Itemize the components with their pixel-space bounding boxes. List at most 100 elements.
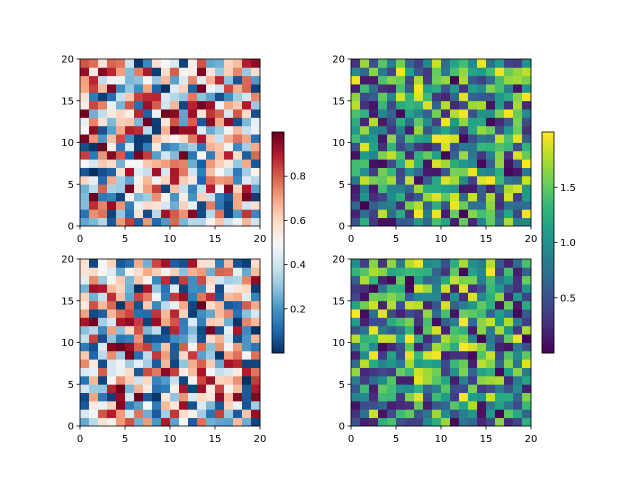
heatmap-cell: [468, 184, 478, 193]
heatmap-cell: [98, 384, 108, 393]
heatmap-cell: [107, 392, 117, 402]
heatmap-cell: [215, 342, 225, 352]
heatmap-cell: [224, 417, 234, 427]
heatmap-cell: [134, 384, 144, 393]
heatmap-cell: [80, 67, 90, 77]
heatmap-cell: [116, 100, 126, 110]
heatmap-cell: [98, 92, 108, 102]
y-tick-label: 5: [339, 180, 345, 191]
heatmap-cell: [423, 109, 433, 118]
heatmap-cell: [477, 384, 487, 393]
heatmap-cell: [197, 59, 207, 68]
heatmap-cell: [351, 67, 361, 77]
heatmap-cell: [215, 167, 225, 177]
heatmap-cell: [224, 159, 234, 168]
heatmap-cell: [405, 117, 415, 127]
heatmap-cell: [80, 350, 90, 360]
colorbar-frame: [271, 131, 285, 354]
heatmap-cell: [152, 59, 162, 68]
heatmap-cell: [98, 367, 108, 377]
heatmap-cell: [215, 184, 225, 193]
colorbar-segment: [272, 248, 284, 252]
colorbar-segment: [542, 148, 554, 152]
heatmap-cell: [387, 309, 397, 318]
heatmap-cell: [179, 284, 189, 293]
heatmap-cell: [251, 75, 261, 85]
heatmap-cell: [80, 292, 90, 302]
heatmap-cell: [125, 75, 135, 85]
heatmap-cell: [423, 100, 433, 110]
heatmap-cell: [513, 259, 523, 268]
heatmap-cell: [116, 75, 126, 85]
heatmap-cell: [125, 300, 135, 310]
heatmap-cell: [215, 400, 225, 410]
colorbar-segment: [542, 173, 554, 177]
heatmap-cell: [495, 200, 505, 210]
heatmap-cell: [378, 134, 388, 143]
heatmap-cell: [179, 359, 189, 368]
heatmap-cell: [134, 275, 144, 285]
heatmap-cell: [441, 300, 451, 310]
heatmap-cell: [459, 150, 469, 160]
heatmap-cell: [161, 417, 171, 427]
heatmap-cell: [441, 400, 451, 410]
heatmap-cell: [224, 125, 234, 135]
heatmap-cell: [107, 92, 117, 102]
heatmap-cell: [143, 192, 153, 202]
heatmap-cell: [152, 367, 162, 377]
heatmap-cell: [495, 67, 505, 77]
heatmap-cell: [179, 159, 189, 168]
heatmap-cell: [143, 167, 153, 177]
heatmap-cell: [242, 267, 252, 277]
heatmap-cell: [107, 59, 117, 68]
heatmap-cell: [396, 292, 406, 302]
colorbar-segment: [542, 201, 554, 205]
heatmap-cell: [107, 142, 117, 152]
heatmap-cell: [116, 384, 126, 393]
heatmap-cell: [152, 200, 162, 210]
heatmap-cell: [89, 92, 99, 102]
colorbar-segment: [272, 317, 284, 321]
heatmap-cell: [495, 192, 505, 202]
heatmap-cell: [513, 334, 523, 343]
heatmap-cell: [522, 392, 532, 402]
colorbar-segment: [272, 223, 284, 227]
heatmap-cell: [170, 59, 180, 68]
heatmap-cell: [423, 334, 433, 343]
heatmap-cell: [405, 217, 415, 227]
heatmap-cell: [188, 167, 198, 177]
heatmap-cell: [242, 292, 252, 302]
heatmap-cell: [242, 184, 252, 193]
colorbar-segment: [272, 217, 284, 221]
heatmap-cell: [116, 292, 126, 302]
heatmap-cell: [152, 150, 162, 160]
heatmap-cell: [459, 275, 469, 285]
heatmap-cell: [405, 300, 415, 310]
heatmap-cell: [387, 109, 397, 118]
heatmap-cell: [80, 92, 90, 102]
heatmap-cell: [459, 300, 469, 310]
heatmap-cell: [369, 334, 379, 343]
heatmap-cell: [351, 375, 361, 385]
heatmap-cell: [98, 150, 108, 160]
heatmap-cell: [432, 400, 442, 410]
heatmap-cell: [441, 75, 451, 85]
heatmap-cell: [441, 317, 451, 327]
heatmap-cell: [206, 159, 216, 168]
heatmap-cell: [251, 300, 261, 310]
heatmap-cell: [495, 125, 505, 135]
heatmap-cell: [215, 100, 225, 110]
heatmap-cell: [405, 309, 415, 318]
heatmap-cell: [116, 350, 126, 360]
heatmap-cell: [215, 409, 225, 419]
heatmap-cell: [89, 159, 99, 168]
heatmap-cell: [197, 325, 207, 335]
heatmap-cell: [423, 117, 433, 127]
heatmap-cell: [495, 134, 505, 143]
heatmap-cell: [251, 309, 261, 318]
heatmap-cell: [134, 309, 144, 318]
x-tick-label: 10: [435, 234, 448, 245]
heatmap-cell: [504, 59, 514, 68]
colorbar-segment: [542, 328, 554, 332]
